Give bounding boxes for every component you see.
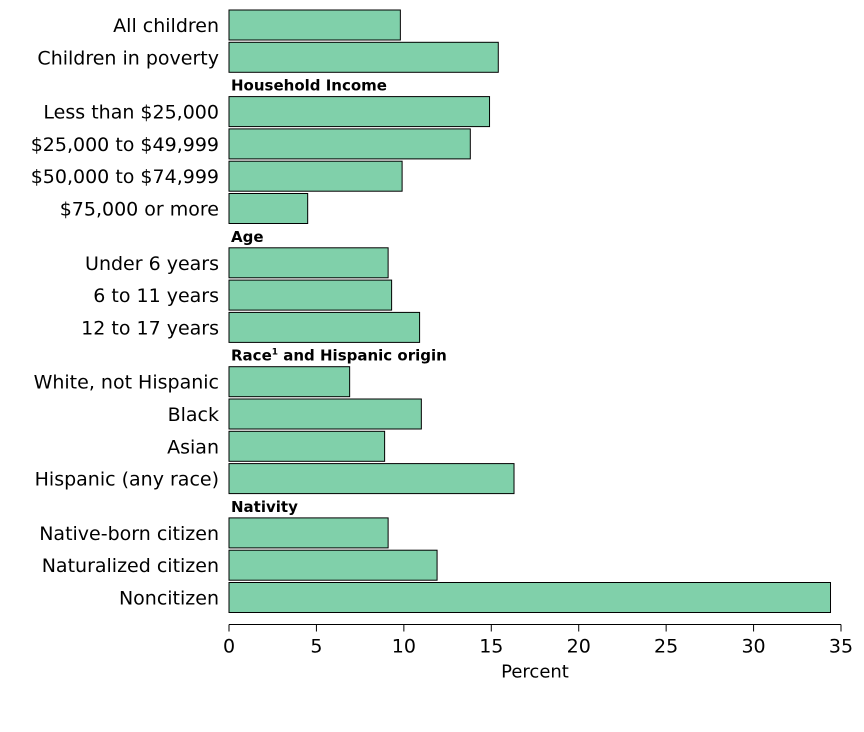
bar xyxy=(228,311,421,343)
bar xyxy=(228,463,515,495)
bar xyxy=(228,517,389,549)
bar xyxy=(228,9,401,41)
bar xyxy=(228,582,832,613)
category-label: 12 to 17 years xyxy=(81,317,219,339)
x-tick-label: 10 xyxy=(392,636,416,658)
category-labels: All children Children in poverty Less than… xyxy=(31,15,219,610)
category-label: Children in poverty xyxy=(37,47,219,69)
category-label: Black xyxy=(168,404,219,426)
category-label: All children xyxy=(113,15,219,37)
bar xyxy=(228,279,393,311)
category-label: Less than $25,000 xyxy=(43,102,219,124)
bar xyxy=(228,41,499,73)
group-label-footnote-mark: 1 xyxy=(272,348,278,358)
group-label-text: Nativity xyxy=(231,498,298,516)
category-label: $25,000 to $49,999 xyxy=(31,134,219,156)
category-label: Hispanic (any race) xyxy=(35,469,219,491)
bar xyxy=(228,193,309,224)
bar xyxy=(228,160,403,192)
bar xyxy=(228,247,389,279)
category-label: Noncitizen xyxy=(119,588,219,610)
x-ticks: 0 5 10 15 20 25 30 35 xyxy=(223,624,853,658)
category-label: Under 6 years xyxy=(85,253,219,275)
bars xyxy=(228,9,832,613)
group-labels: Household Income Age Race1 and Hispanic or… xyxy=(231,77,447,516)
category-label: $50,000 to $74,999 xyxy=(31,166,219,188)
bar xyxy=(228,549,438,581)
x-axis-title: Percent xyxy=(501,662,569,683)
x-tick-label: 5 xyxy=(310,636,322,658)
bar xyxy=(228,96,491,128)
group-label-text: Race xyxy=(231,347,272,365)
group-label-suffix: and Hispanic origin xyxy=(278,347,447,365)
category-label: 6 to 11 years xyxy=(93,285,219,307)
category-label: Naturalized citizen xyxy=(42,555,219,577)
category-label: $75,000 or more xyxy=(60,199,219,221)
group-label: Race1 and Hispanic origin xyxy=(231,347,447,365)
bar xyxy=(228,128,471,160)
bar xyxy=(228,398,422,430)
x-axis: 0 5 10 15 20 25 30 35 Percent xyxy=(223,624,853,683)
group-label: Household Income xyxy=(231,77,387,95)
bar xyxy=(228,366,351,398)
x-tick-label: 25 xyxy=(654,636,678,658)
group-label: Age xyxy=(231,228,264,246)
group-label-text: Household Income xyxy=(231,77,387,95)
x-tick-label: 30 xyxy=(741,636,765,658)
x-tick-label: 0 xyxy=(223,636,235,658)
category-label: Asian xyxy=(167,436,219,458)
x-tick-label: 15 xyxy=(479,636,503,658)
bar xyxy=(228,430,386,462)
x-tick-label: 20 xyxy=(567,636,591,658)
category-label: Native-born citizen xyxy=(39,523,219,545)
x-tick-label: 35 xyxy=(829,636,853,658)
group-label: Nativity xyxy=(231,498,298,516)
group-label-text: Age xyxy=(231,228,264,246)
category-label: White, not Hispanic xyxy=(34,372,219,394)
